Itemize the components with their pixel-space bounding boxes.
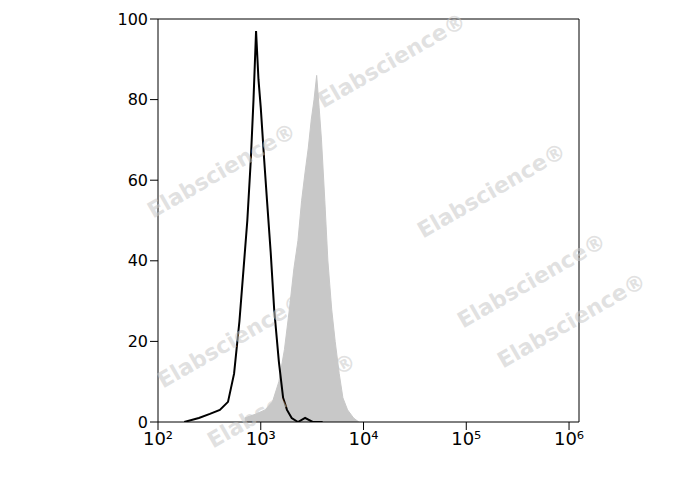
- svg-text:0: 0: [138, 413, 148, 432]
- svg-text:10⁴: 10⁴: [348, 428, 378, 449]
- svg-text:10⁶: 10⁶: [554, 428, 584, 449]
- svg-text:60: 60: [128, 171, 148, 190]
- svg-text:20: 20: [128, 332, 148, 351]
- svg-text:10³: 10³: [246, 428, 276, 449]
- svg-text:40: 40: [128, 251, 148, 270]
- svg-text:80: 80: [128, 90, 148, 109]
- svg-text:10⁵: 10⁵: [451, 428, 481, 449]
- svg-text:100: 100: [117, 10, 148, 29]
